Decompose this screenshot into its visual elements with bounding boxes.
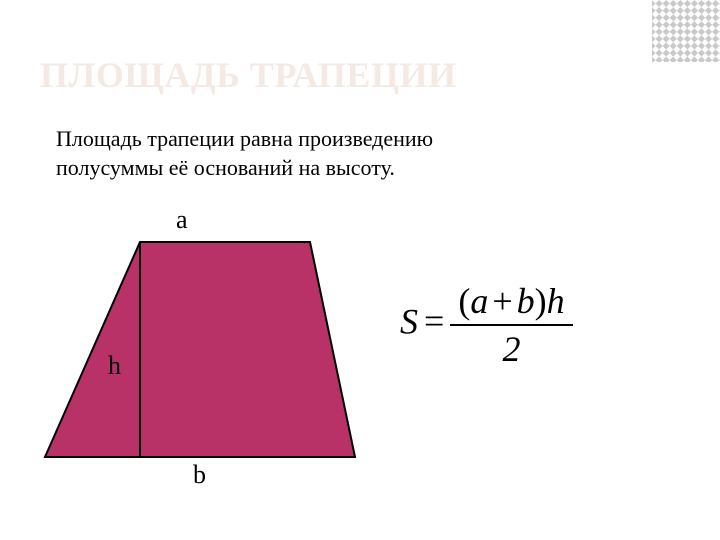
- slide: { "title": { "text": "ПЛОЩАДЬ ТРАПЕЦИИ",…: [0, 0, 720, 540]
- formula-equals: =: [418, 301, 450, 341]
- formula-h: h: [547, 281, 565, 321]
- label-h: h: [108, 351, 121, 381]
- slide-title: ПЛОЩАДЬ ТРАПЕЦИИ: [40, 54, 456, 96]
- theorem-text: Площадь трапеции равна произведению полу…: [56, 124, 496, 182]
- lparen: (: [458, 281, 470, 321]
- formula-numerator: (a+b)h: [450, 280, 572, 326]
- formula-S: S: [400, 301, 418, 341]
- formula-denominator: 2: [450, 326, 572, 370]
- area-formula: S= (a+b)h 2: [400, 280, 573, 370]
- rparen: ): [535, 281, 547, 321]
- title-text: ПЛОЩАДЬ ТРАПЕЦИИ: [40, 55, 456, 95]
- formula-a: a: [470, 281, 488, 321]
- body-text: Площадь трапеции равна произведению полу…: [56, 126, 433, 180]
- formula-plus: +: [488, 281, 516, 321]
- formula-fraction: (a+b)h 2: [450, 280, 572, 370]
- trapezoid-diagram: [42, 239, 358, 460]
- label-a: a: [176, 205, 188, 235]
- label-b: b: [193, 460, 206, 490]
- formula-b: b: [517, 281, 535, 321]
- corner-decoration: [652, 0, 720, 62]
